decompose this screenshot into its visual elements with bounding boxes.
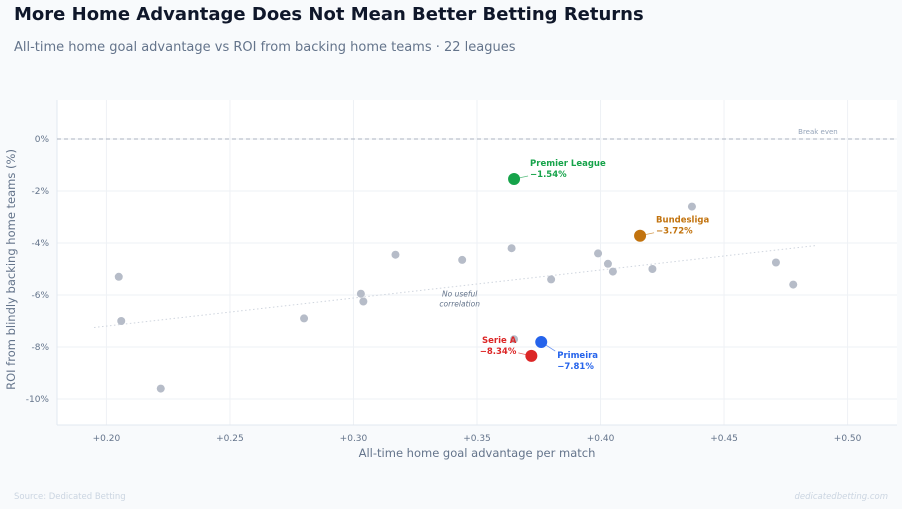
league-point: [356, 289, 365, 298]
x-tick-label: +0.40: [587, 434, 615, 444]
league-point: [547, 275, 556, 284]
premier-league-name: Premier League: [530, 159, 606, 169]
league-point: [300, 314, 309, 323]
primeira-point: [535, 336, 548, 349]
y-tick-label: -2%: [31, 187, 49, 197]
y-tick-label: -4%: [31, 239, 49, 249]
primeira-value: −7.81%: [557, 362, 594, 372]
trend-line: [94, 245, 816, 328]
league-point: [648, 265, 657, 273]
league-point: [507, 244, 516, 253]
premier-league-point: [508, 173, 521, 186]
x-tick-label: +0.30: [340, 434, 368, 444]
x-tick-label: +0.25: [216, 434, 244, 444]
y-tick-label: -6%: [31, 291, 49, 301]
x-tick-label: +0.50: [834, 434, 862, 444]
league-point: [594, 249, 603, 258]
league-point: [458, 255, 467, 264]
chart-subtitle: All-time home goal advantage vs ROI from…: [14, 40, 516, 55]
bundesliga-value: −3.72%: [656, 227, 693, 237]
league-point: [608, 267, 617, 276]
y-axis-label: ROI from blindly backing home teams (%): [4, 149, 18, 390]
primeira-name: Primeira: [557, 351, 598, 361]
league-point: [117, 317, 126, 325]
league-point: [603, 259, 612, 268]
x-tick-label: +0.20: [93, 434, 121, 444]
trend-annotation: No useful: [442, 289, 478, 298]
premier-league-value: −1.54%: [530, 170, 567, 180]
league-point: [687, 202, 696, 211]
y-tick-label: 0%: [35, 135, 50, 145]
serie-a-point: [525, 349, 538, 362]
y-tick-label: -10%: [26, 395, 50, 405]
x-tick-label: +0.45: [710, 434, 738, 444]
source-note: Source: Dedicated Betting: [14, 492, 126, 502]
site-credit: dedicatedbetting.com: [794, 492, 888, 502]
y-tick-label: -8%: [31, 343, 49, 353]
serie-a-value: −8.34%: [480, 347, 517, 357]
bundesliga-name: Bundesliga: [656, 216, 709, 226]
league-point: [771, 258, 780, 267]
league-point: [510, 335, 519, 344]
league-point: [114, 272, 123, 281]
league-point: [391, 250, 400, 259]
x-tick-label: +0.35: [463, 434, 491, 444]
league-point: [789, 280, 798, 289]
league-point: [359, 297, 368, 306]
trend-annotation: correlation: [439, 299, 480, 308]
x-axis-label: All-time home goal advantage per match: [359, 446, 596, 460]
chart-title: More Home Advantage Does Not Mean Better…: [14, 4, 644, 25]
serie-a-name: Serie A: [482, 336, 517, 346]
league-point: [156, 384, 165, 393]
bundesliga-point: [634, 229, 647, 242]
break-even-label: Break even: [798, 128, 838, 136]
